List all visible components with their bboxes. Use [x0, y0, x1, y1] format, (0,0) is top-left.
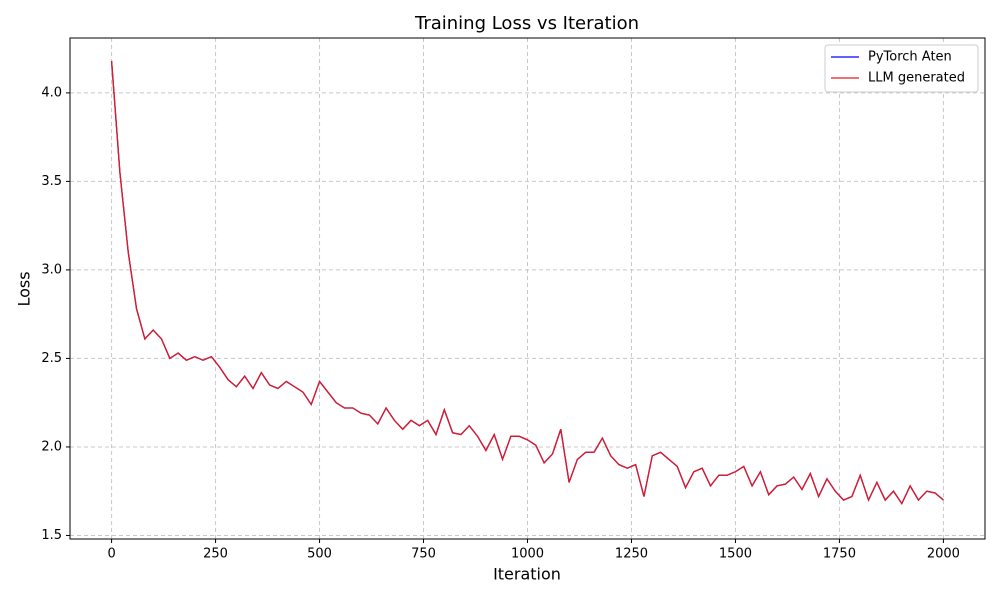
x-tick-label: 1500: [719, 547, 752, 562]
x-tick-label: 2000: [927, 547, 960, 562]
y-tick-label: 4.0: [41, 85, 62, 100]
legend-label: LLM generated: [868, 71, 965, 86]
y-axis-label: Loss: [15, 271, 34, 306]
x-axis-label: Iteration: [493, 565, 561, 584]
x-tick-label: 1000: [511, 547, 544, 562]
plot-frame: [69, 37, 986, 540]
chart-title: Training Loss vs Iteration: [414, 13, 639, 34]
x-tick-label: 750: [411, 547, 436, 562]
y-tick-label: 3.5: [41, 174, 62, 189]
x-tick-label: 1750: [823, 547, 856, 562]
legend-box: [824, 44, 979, 93]
x-tick-label: 500: [307, 547, 332, 562]
legend-label: PyTorch Aten: [868, 50, 952, 65]
x-tick-label: 0: [107, 547, 115, 562]
y-tick-label: 3.0: [41, 262, 62, 277]
data-line: [110, 60, 944, 505]
y-tick-label: 2.0: [41, 439, 62, 454]
y-tick-label: 2.5: [41, 351, 62, 366]
x-tick-label: 250: [203, 547, 228, 562]
y-tick-label: 1.5: [41, 528, 62, 543]
x-tick-label: 1250: [615, 547, 648, 562]
